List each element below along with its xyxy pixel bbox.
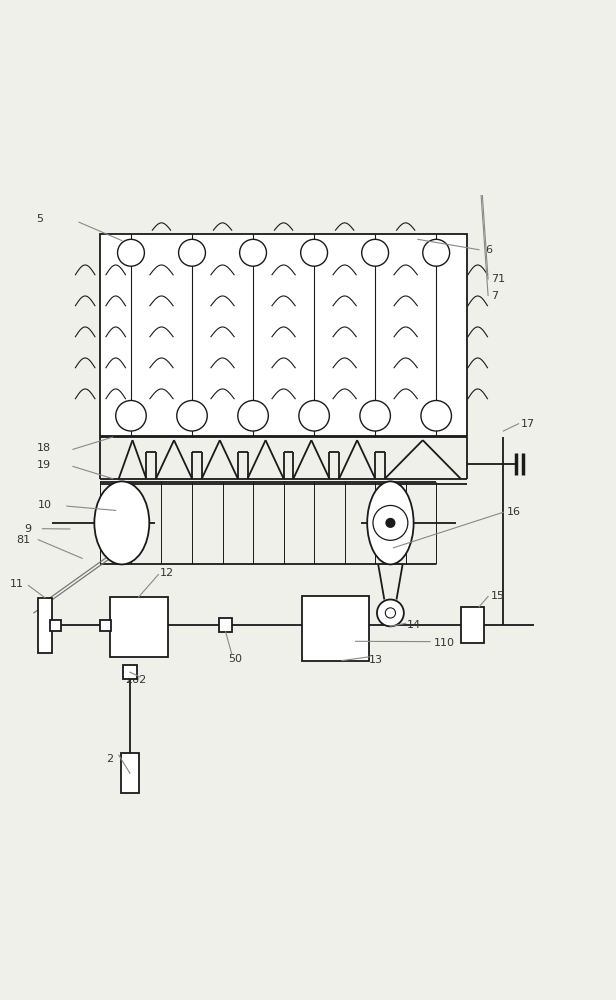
Bar: [51, 620, 62, 631]
Bar: [219, 618, 232, 632]
Ellipse shape: [367, 481, 413, 564]
Bar: [38, 598, 52, 653]
Bar: [100, 234, 467, 436]
Text: 10: 10: [38, 500, 52, 510]
Circle shape: [377, 600, 404, 626]
Circle shape: [179, 239, 206, 266]
Text: 9: 9: [24, 524, 31, 534]
Circle shape: [301, 239, 328, 266]
Ellipse shape: [94, 481, 149, 564]
Text: 50: 50: [229, 654, 243, 664]
Text: 81: 81: [16, 535, 30, 545]
Circle shape: [299, 400, 330, 431]
Circle shape: [385, 608, 395, 618]
Circle shape: [238, 400, 269, 431]
Text: 7: 7: [491, 291, 498, 301]
Circle shape: [421, 400, 452, 431]
Circle shape: [360, 400, 391, 431]
Text: 6: 6: [485, 245, 492, 255]
Text: 15: 15: [491, 591, 505, 601]
Circle shape: [118, 239, 144, 266]
Bar: [110, 597, 168, 657]
Text: 12: 12: [160, 568, 174, 578]
Text: 17: 17: [521, 419, 535, 429]
Text: 16: 16: [506, 507, 521, 517]
Text: 5: 5: [36, 214, 43, 224]
Bar: [461, 607, 484, 643]
Text: 11: 11: [10, 579, 24, 589]
Circle shape: [116, 400, 146, 431]
Circle shape: [362, 239, 389, 266]
Circle shape: [423, 239, 450, 266]
Text: 18: 18: [36, 443, 51, 453]
Bar: [123, 665, 137, 679]
Text: 19: 19: [36, 460, 51, 470]
Text: 110: 110: [434, 638, 455, 648]
Text: 14: 14: [407, 620, 421, 630]
Bar: [100, 620, 111, 631]
Bar: [121, 753, 139, 793]
Text: 71: 71: [491, 274, 505, 284]
Circle shape: [177, 400, 207, 431]
Text: 202: 202: [125, 675, 146, 685]
Circle shape: [386, 519, 395, 527]
Text: 13: 13: [369, 655, 383, 665]
Circle shape: [373, 505, 408, 540]
Circle shape: [240, 239, 267, 266]
Bar: [302, 596, 369, 661]
Text: 2: 2: [107, 754, 114, 764]
